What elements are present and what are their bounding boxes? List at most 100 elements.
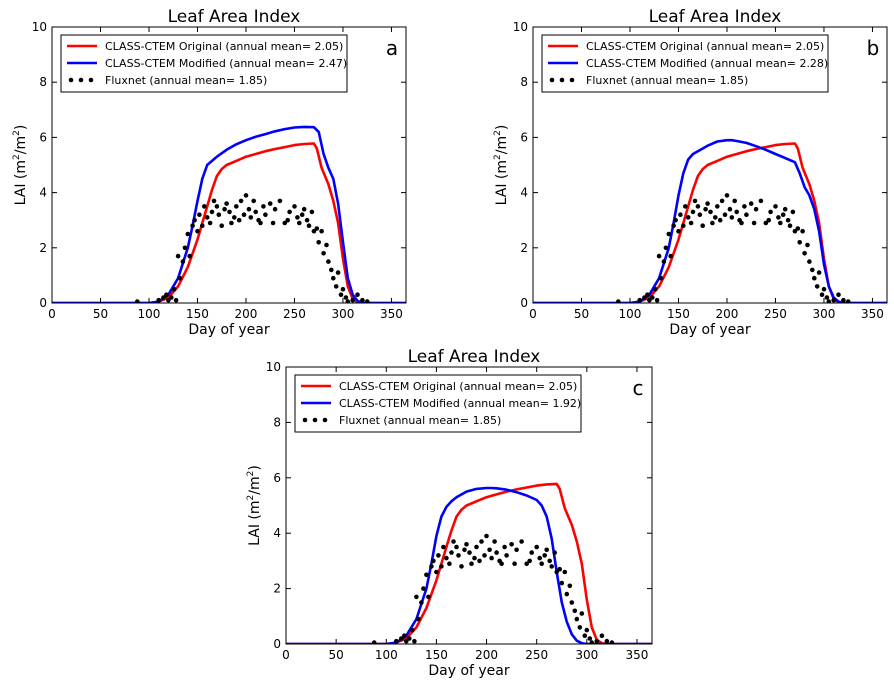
data-point	[559, 580, 565, 586]
data-point	[567, 583, 573, 589]
data-point	[431, 558, 436, 564]
data-point	[326, 259, 331, 264]
legend-label: CLASS-CTEM Modified (annual mean= 1.92)	[339, 397, 581, 410]
series-line-1	[286, 486, 652, 644]
data-point	[831, 297, 836, 303]
data-point	[826, 299, 832, 303]
x-tick-label: 200	[716, 307, 739, 321]
data-point	[700, 223, 705, 228]
data-point	[810, 267, 815, 273]
data-point	[447, 561, 452, 566]
data-point	[333, 284, 339, 289]
data-point	[282, 220, 288, 226]
data-point	[224, 201, 229, 206]
y-tick-label: 4	[520, 186, 528, 200]
data-point	[467, 550, 472, 555]
data-point	[509, 542, 514, 547]
data-point	[656, 253, 662, 259]
data-point	[673, 217, 678, 223]
data-point	[695, 204, 701, 209]
chart-panel-a: 0 50 100 150 200 250 300 350 0 2 4 6 8 10 Leaf Area In…	[12, 7, 407, 338]
data-point	[335, 270, 341, 275]
data-point	[267, 201, 273, 206]
data-point	[785, 217, 791, 223]
data-point	[527, 558, 532, 564]
data-point	[364, 299, 370, 303]
x-tick-label: 0	[529, 307, 537, 321]
chart-title: Leaf Area Index	[408, 347, 541, 367]
data-point	[441, 544, 446, 550]
y-tick-label: 0	[39, 296, 47, 310]
data-point	[164, 292, 169, 298]
data-point	[202, 204, 207, 209]
data-point	[304, 217, 310, 223]
data-point	[314, 226, 320, 231]
y-tick-label: 10	[32, 20, 47, 34]
series-line-0	[52, 142, 406, 303]
data-point	[238, 198, 244, 204]
data-point	[574, 616, 580, 622]
data-point	[787, 223, 793, 228]
x-tick-label: 200	[235, 307, 258, 321]
data-point	[814, 284, 820, 289]
data-point	[251, 198, 256, 204]
data-point	[661, 259, 667, 264]
data-point	[668, 253, 673, 259]
data-point	[261, 204, 266, 209]
legend-box	[60, 34, 348, 93]
data-point	[394, 638, 399, 644]
data-point	[301, 206, 307, 212]
data-point	[232, 215, 237, 220]
data-point	[790, 209, 796, 215]
data-point	[569, 600, 575, 605]
data-point	[676, 228, 681, 234]
data-point	[805, 242, 810, 248]
x-axis-label: Day of year	[428, 663, 510, 679]
data-point	[502, 544, 507, 550]
data-point	[802, 251, 807, 256]
data-point	[299, 212, 305, 217]
legend-box	[541, 34, 829, 93]
data-point	[579, 611, 585, 616]
data-point	[549, 564, 554, 569]
data-point	[321, 251, 326, 256]
data-point	[412, 638, 417, 644]
x-tick-label: 350	[861, 307, 884, 321]
data-point	[175, 253, 181, 259]
legend-swatch-dot	[68, 77, 74, 83]
data-point	[246, 206, 252, 212]
data-point	[229, 220, 234, 226]
data-point	[216, 212, 222, 217]
data-point	[459, 564, 464, 569]
data-point	[410, 627, 415, 633]
y-tick-label: 6	[39, 130, 47, 144]
data-point	[703, 206, 708, 212]
data-point	[200, 223, 205, 228]
data-point	[529, 550, 534, 555]
data-point	[552, 550, 557, 555]
data-point	[243, 193, 249, 198]
data-point	[474, 544, 479, 550]
x-tick-label: 0	[48, 307, 56, 321]
data-point	[195, 228, 200, 234]
data-point	[807, 259, 812, 264]
y-axis-label: LAI (m2/m2)	[493, 125, 510, 206]
data-point	[402, 633, 407, 638]
data-point	[727, 206, 733, 212]
data-point	[729, 215, 735, 220]
data-point	[211, 198, 217, 204]
data-point	[345, 299, 351, 303]
data-point	[504, 553, 509, 558]
y-tick-label: 6	[273, 471, 281, 485]
data-point	[156, 297, 161, 303]
data-point	[819, 292, 825, 298]
x-tick-label: 250	[525, 648, 548, 662]
data-point	[462, 547, 467, 553]
data-point	[166, 297, 171, 303]
data-point	[697, 212, 703, 217]
data-point	[816, 270, 822, 275]
data-point	[604, 638, 610, 644]
legend-label: Fluxnet (annual mean= 1.85)	[105, 74, 267, 87]
data-point	[173, 297, 179, 303]
data-point	[222, 206, 227, 212]
